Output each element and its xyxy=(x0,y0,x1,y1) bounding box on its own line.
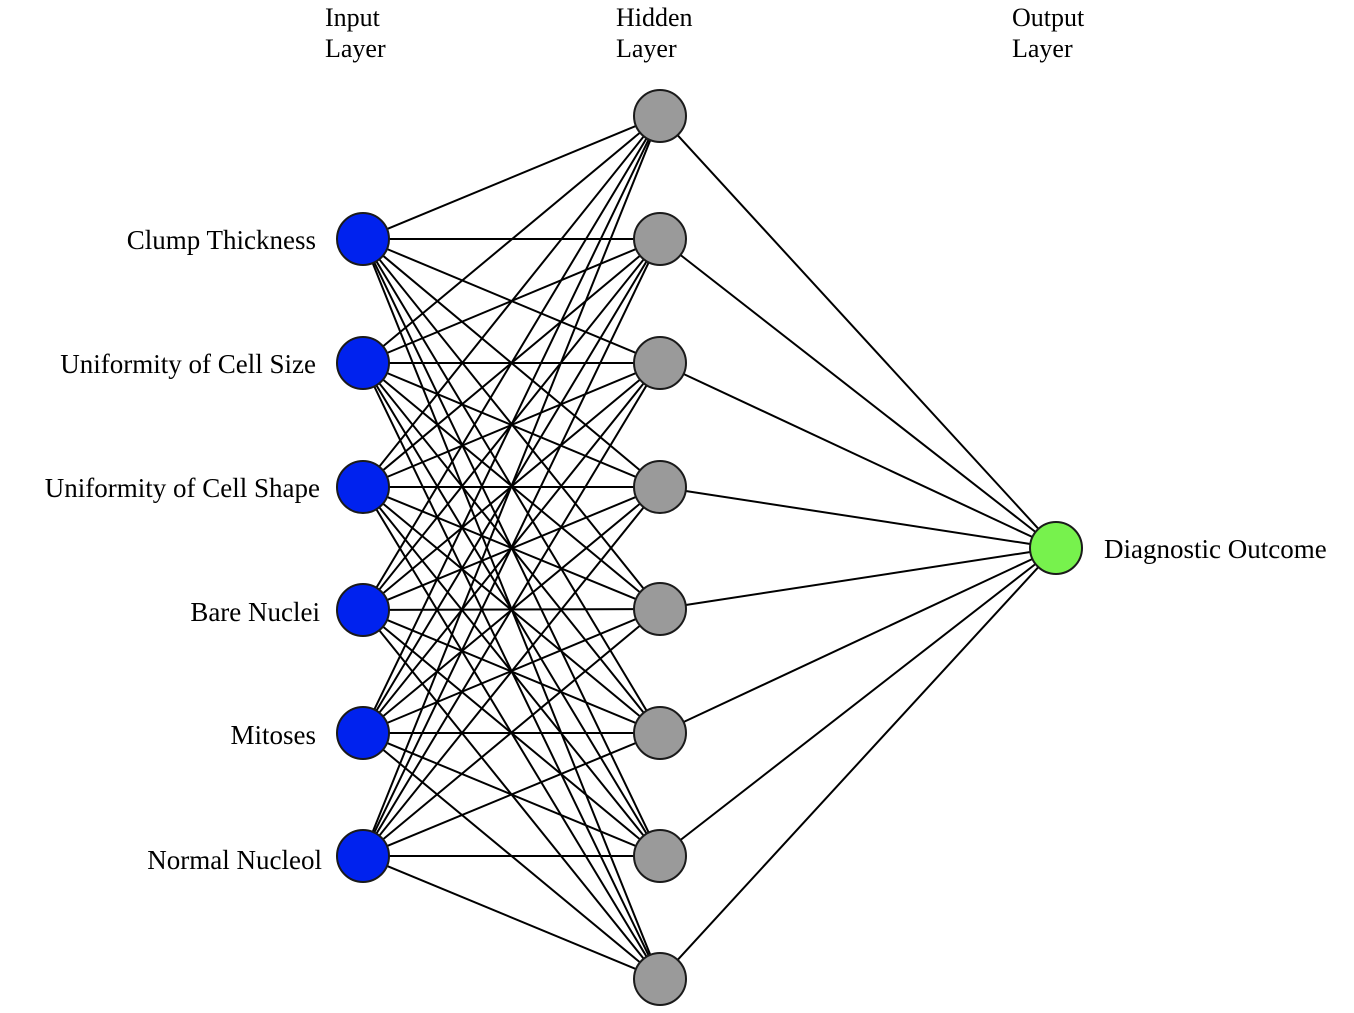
hidden-node-6 xyxy=(633,829,687,883)
edge-input-5-hidden-3 xyxy=(378,506,645,837)
output-node-0 xyxy=(1029,521,1083,575)
edge-input-5-hidden-2 xyxy=(375,384,648,835)
hidden-node-5 xyxy=(633,706,687,760)
input-layer-title-line1: Input xyxy=(325,3,381,32)
edge-input-5-hidden-4 xyxy=(382,624,641,841)
edge-hidden-1-output-0 xyxy=(679,254,1037,533)
edge-hidden-6-output-0 xyxy=(679,563,1037,841)
edge-input-1-hidden-0 xyxy=(382,131,641,348)
hidden-layer-title-line2: Layer xyxy=(616,34,677,63)
edge-input-2-hidden-0 xyxy=(378,135,645,468)
input-node-0 xyxy=(336,212,390,266)
output-layer-title-line2: Layer xyxy=(1012,34,1073,63)
input-node-3 xyxy=(336,583,390,637)
hidden-node-7 xyxy=(633,952,687,1006)
input-node-2 xyxy=(336,460,390,514)
edge-input-5-hidden-1 xyxy=(373,261,650,834)
input-label-4: Mitoses xyxy=(230,720,316,750)
node-labels: Clump Thickness Uniformity of Cell Size … xyxy=(45,225,1327,875)
edge-hidden-4-output-0 xyxy=(685,551,1031,606)
edge-input-5-hidden-5 xyxy=(386,741,637,848)
hidden-node-2 xyxy=(633,336,687,390)
edge-input-3-hidden-0 xyxy=(375,137,648,589)
connections xyxy=(371,124,1040,971)
edge-hidden-2-output-0 xyxy=(683,373,1033,538)
output-label-0: Diagnostic Outcome xyxy=(1104,534,1327,564)
edge-input-0-hidden-0 xyxy=(386,124,637,231)
edge-input-4-hidden-0 xyxy=(373,138,650,711)
edge-hidden-5-output-0 xyxy=(683,558,1033,723)
edge-input-5-hidden-7 xyxy=(386,864,637,971)
input-label-5: Normal Nucleol xyxy=(147,845,322,875)
hidden-node-0 xyxy=(633,89,687,143)
input-label-2: Uniformity of Cell Shape xyxy=(45,473,320,503)
edge-hidden-7-output-0 xyxy=(676,566,1040,961)
input-node-4 xyxy=(336,706,390,760)
input-label-0: Clump Thickness xyxy=(127,225,316,255)
edge-input-5-hidden-0 xyxy=(371,139,652,833)
hidden-node-4 xyxy=(633,582,687,636)
nodes xyxy=(336,89,1083,1006)
hidden-layer-title-line1: Hidden xyxy=(616,3,693,32)
hidden-node-3 xyxy=(633,460,687,514)
edge-hidden-0-output-0 xyxy=(676,134,1040,530)
input-layer-title-line2: Layer xyxy=(325,34,386,63)
input-label-1: Uniformity of Cell Size xyxy=(60,349,316,379)
edge-hidden-3-output-0 xyxy=(685,490,1031,545)
output-layer-title-line1: Output xyxy=(1012,3,1085,32)
input-label-3: Bare Nuclei xyxy=(190,597,320,627)
layer-titles: Input Layer Hidden Layer Output Layer xyxy=(325,3,1085,63)
hidden-node-1 xyxy=(633,212,687,266)
input-node-1 xyxy=(336,336,390,390)
input-node-5 xyxy=(336,829,390,883)
